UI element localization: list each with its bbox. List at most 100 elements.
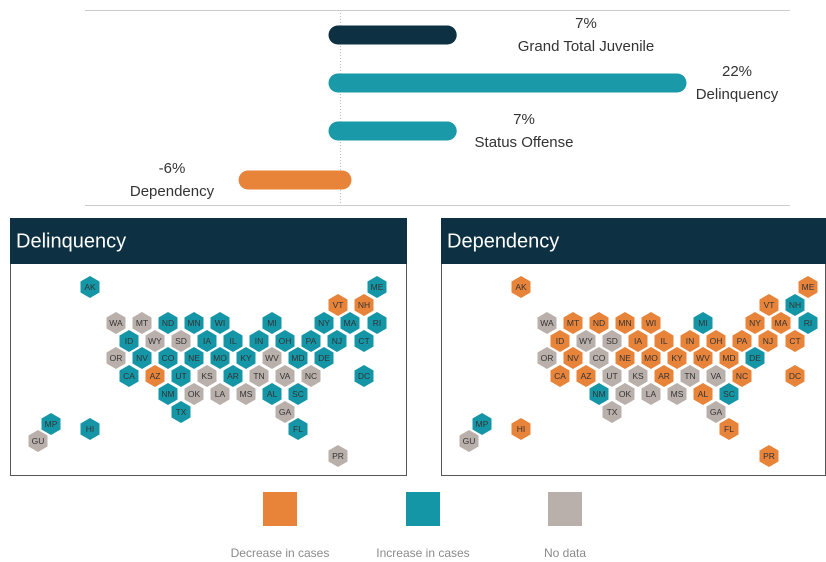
category-label: Grand Total Juvenile [518,38,654,55]
state-hex [550,330,570,352]
state-hex [262,383,282,405]
state-label: AZ [150,371,161,381]
map-title: Delinquency [16,230,126,252]
state-label: LA [646,389,657,399]
state-hex [693,312,713,334]
state-label: IL [660,336,667,346]
state-label: NV [136,353,148,363]
state-hex [367,276,387,298]
state-hex [301,365,321,387]
state-hex [693,347,713,369]
state-label: NH [358,300,370,310]
state-hex [314,347,334,369]
state-label: MD [291,353,304,363]
state-hex [184,312,204,334]
state-hex [798,312,818,334]
state-hex [693,383,713,405]
state-hex [563,312,583,334]
state-label: DE [749,353,761,363]
state-label: OR [110,353,123,363]
state-label: NJ [332,336,342,346]
state-label: IL [229,336,236,346]
state-label: MP [476,419,489,429]
state-label: NM [592,389,605,399]
state-hex [236,347,256,369]
state-hex [732,330,752,352]
state-hex [275,330,295,352]
state-hex [537,312,557,334]
state-label: NE [619,353,631,363]
state-label: NH [789,300,801,310]
state-hex [654,330,674,352]
state-hex [288,347,308,369]
state-label: WA [109,318,123,328]
state-label: VA [711,371,722,381]
value-label: 22% [722,63,752,80]
state-label: ID [556,336,565,346]
state-label: KY [671,353,683,363]
state-label: CT [358,336,369,346]
state-label: WV [265,353,279,363]
state-label: DC [789,371,801,381]
state-label: TX [176,407,187,417]
state-hex [602,365,622,387]
state-label: TX [607,407,618,417]
state-hex [759,294,779,316]
state-hex [615,383,635,405]
state-hex [758,330,778,352]
state-hex [745,347,765,369]
state-label: AL [698,389,709,399]
state-label: AZ [581,371,592,381]
state-hex [288,383,308,405]
state-label: KY [240,353,252,363]
state-label: PA [306,336,317,346]
state-hex [745,312,765,334]
state-hex [106,312,126,334]
state-hex [171,365,191,387]
state-hex [576,330,596,352]
state-label: ME [371,282,384,292]
state-hex [771,312,791,334]
state-label: WA [540,318,554,328]
state-hex [262,312,282,334]
state-hex [132,347,152,369]
state-label: HI [86,424,95,434]
state-hex [354,294,374,316]
state-hex [354,330,374,352]
state-hex [589,347,609,369]
state-label: RI [373,318,382,328]
state-hex [615,347,635,369]
legend-label: Increase in cases [376,546,469,560]
state-hex [719,383,739,405]
state-hex [589,383,609,405]
state-label: MT [567,318,579,328]
state-hex [641,312,661,334]
state-hex [288,418,308,440]
state-label: IN [686,336,695,346]
state-hex [158,312,178,334]
state-label: GA [279,407,292,417]
state-label: VT [333,300,344,310]
state-label: NC [305,371,317,381]
state-label: WI [646,318,656,328]
state-hex [602,401,622,423]
value-label: 7% [575,15,597,32]
state-label: MI [267,318,276,328]
state-hex [680,330,700,352]
state-hex [340,312,360,334]
state-hex [301,330,321,352]
state-label: VA [280,371,291,381]
state-label: AL [267,389,278,399]
state-label: FL [724,424,734,434]
state-label: OH [279,336,292,346]
state-hex [719,418,739,440]
state-hex [680,365,700,387]
state-hex [249,330,269,352]
state-label: UT [175,371,186,381]
state-hex [563,347,583,369]
state-label: MD [722,353,735,363]
state-label: NJ [763,336,773,346]
state-label: CA [554,371,566,381]
state-hex [223,330,243,352]
state-hex [197,365,217,387]
